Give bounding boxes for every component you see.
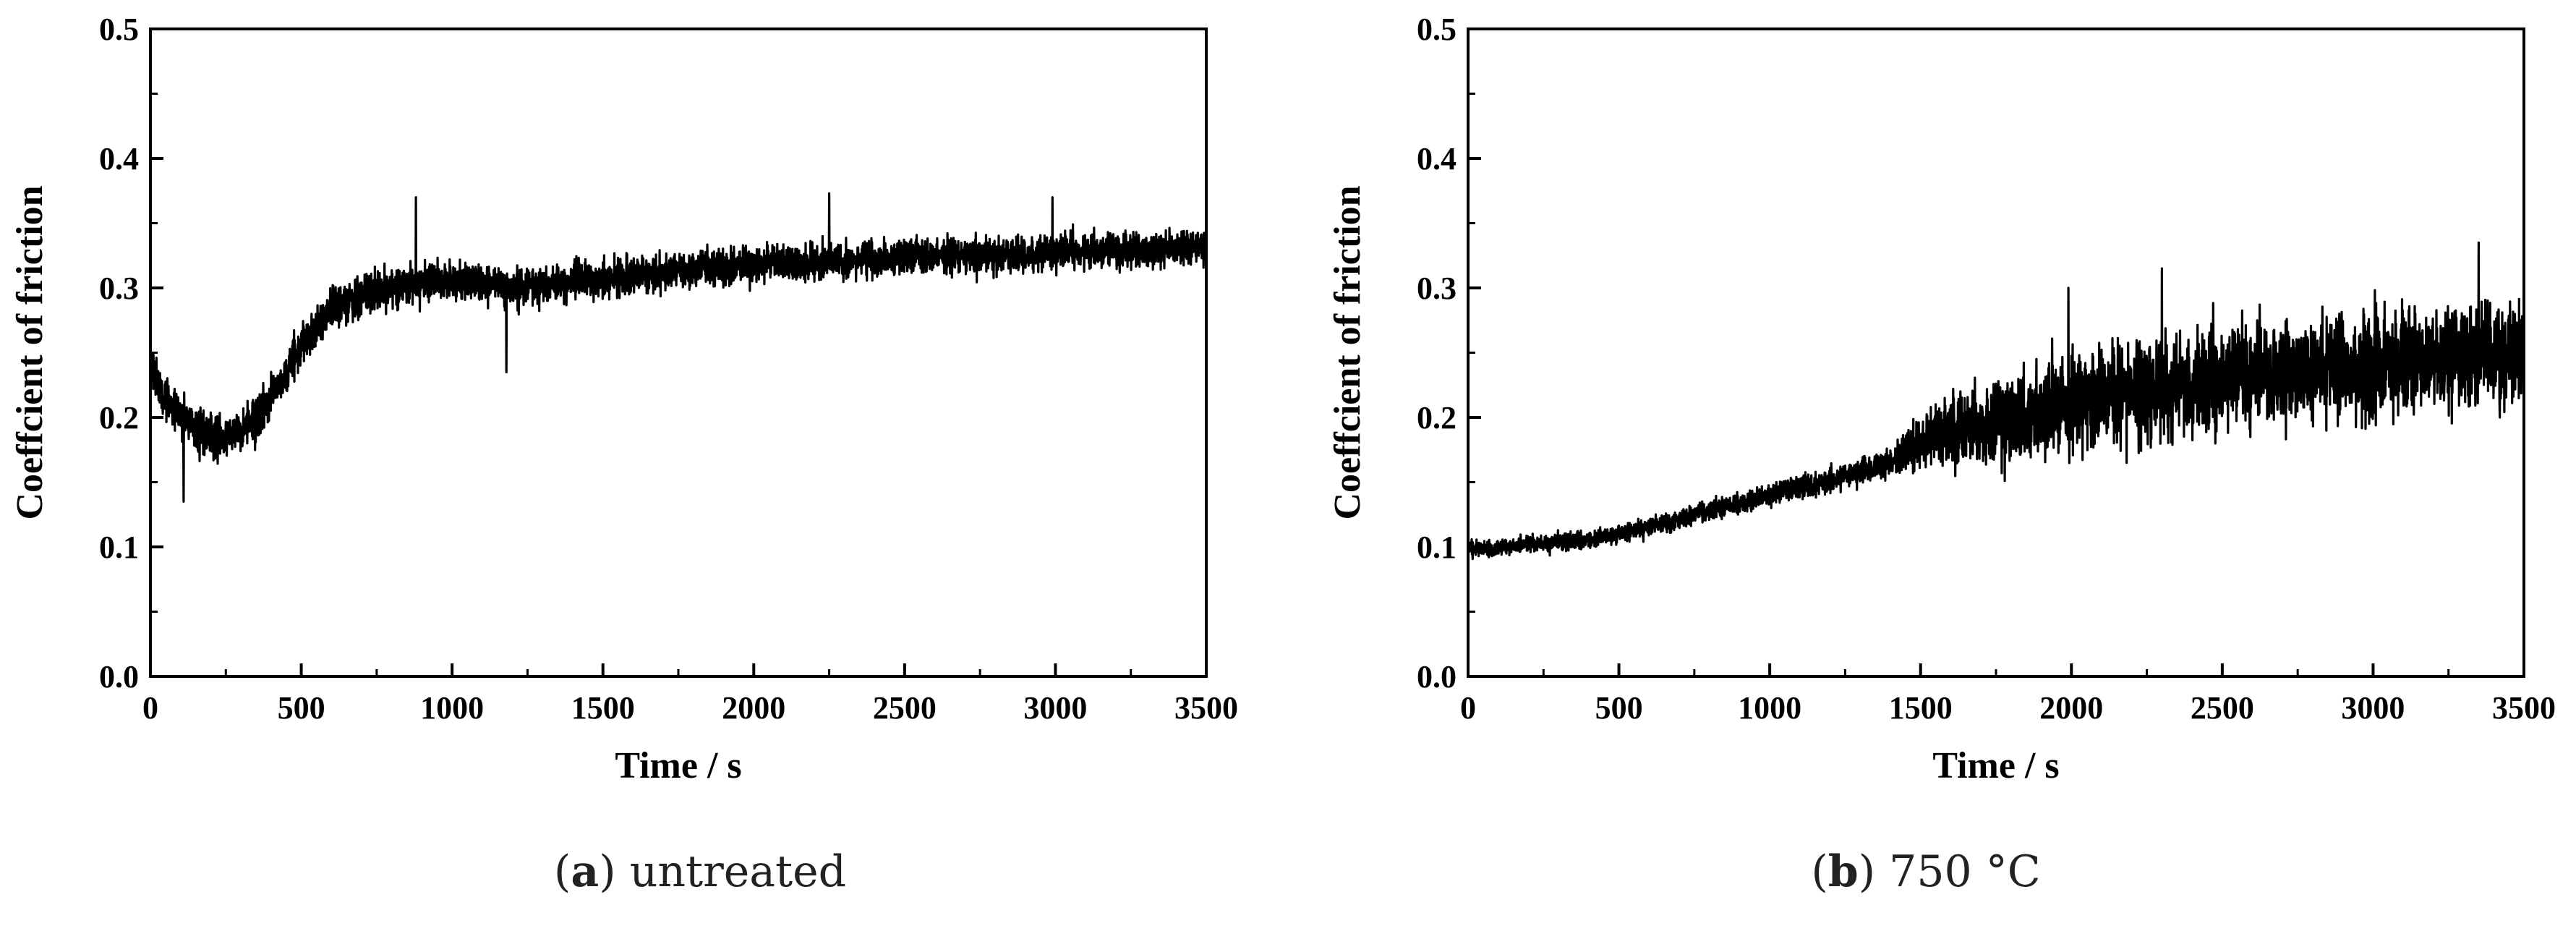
x-tick-label-a: 3500 — [1174, 690, 1238, 726]
caption-b: (b) 750 °C — [1811, 846, 2041, 897]
x-tick-label-b: 1000 — [1738, 690, 1801, 726]
x-tick-label-a: 2500 — [873, 690, 937, 726]
x-tick-label-b: 500 — [1595, 690, 1643, 726]
x-tick-label-b: 0 — [1460, 690, 1476, 726]
chart-panel-b: 0 500 1000 1500 2000 2500 3000 3500 0.0 0.1 0.2 0.3… — [1327, 12, 2556, 786]
y-axis-label-a: Coeffcient of friction — [9, 185, 51, 519]
y-tick-label-b: 0.4 — [1417, 141, 1457, 177]
y-tick-label-b: 0.2 — [1417, 400, 1457, 436]
x-tick-label-a: 2000 — [722, 690, 785, 726]
caption-a: (a) untreated — [553, 846, 847, 897]
y-tick-label-b: 0.1 — [1417, 530, 1457, 565]
x-axis-label-b: Time / s — [1932, 745, 2059, 786]
x-tick-label-b: 2500 — [2191, 690, 2254, 726]
caption-b-letter: b — [1827, 846, 1859, 897]
x-tick-label-b: 3000 — [2341, 690, 2405, 726]
y-tick-label-a: 0.0 — [99, 659, 139, 694]
x-tick-label-a: 1000 — [420, 690, 484, 726]
caption-a-letter: a — [571, 846, 600, 897]
x-tick-label-a: 3000 — [1023, 690, 1087, 726]
series-line-a — [149, 192, 1208, 503]
y-tick-label-b: 0.5 — [1417, 12, 1457, 47]
y-tick-label-a: 0.5 — [99, 12, 139, 47]
x-tick-label-b: 2000 — [2039, 690, 2103, 726]
x-tick-label-a: 500 — [278, 690, 325, 726]
x-tick-label-a: 0 — [142, 690, 158, 726]
y-tick-label-a: 0.1 — [99, 530, 139, 565]
x-tick-label-b: 1500 — [1889, 690, 1953, 726]
y-tick-label-a: 0.2 — [99, 400, 139, 436]
y-tick-label-b: 0.3 — [1417, 271, 1457, 306]
x-tick-label-a: 1500 — [571, 690, 635, 726]
y-tick-label-a: 0.4 — [99, 141, 139, 177]
series-line-b — [1467, 241, 2525, 561]
chart-panel-a: 0 500 1000 1500 2000 2500 3000 3500 0.0 0.1 0.2 0.3… — [9, 12, 1238, 786]
caption-b-text: 750 °C — [1889, 846, 2041, 897]
y-tick-label-b: 0.0 — [1417, 659, 1457, 694]
x-axis-label-a: Time / s — [615, 745, 741, 786]
y-axis-label-b: Coeffcient of friction — [1327, 185, 1368, 519]
x-tick-label-b: 3500 — [2492, 690, 2556, 726]
plot-frame-a — [149, 27, 1208, 678]
y-tick-label-a: 0.3 — [99, 271, 139, 306]
caption-a-text: untreated — [629, 846, 847, 897]
